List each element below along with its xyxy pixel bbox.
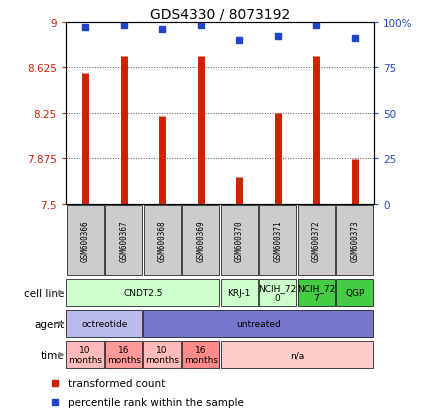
Text: GSM600367: GSM600367 — [119, 220, 128, 261]
Bar — [66, 310, 142, 337]
Bar — [182, 206, 219, 275]
Text: percentile rank within the sample: percentile rank within the sample — [68, 397, 244, 407]
Text: 16
months: 16 months — [184, 345, 218, 364]
Bar — [67, 206, 104, 275]
Text: GSM600370: GSM600370 — [235, 220, 244, 261]
Text: transformed count: transformed count — [68, 378, 165, 388]
Bar — [221, 279, 258, 306]
Text: KRJ-1: KRJ-1 — [227, 288, 251, 297]
Bar — [66, 279, 219, 306]
Bar — [298, 206, 335, 275]
Text: QGP: QGP — [345, 288, 364, 297]
Bar — [105, 206, 142, 275]
Bar — [66, 341, 104, 368]
Text: time: time — [41, 350, 64, 360]
Text: GSM600366: GSM600366 — [81, 220, 90, 261]
Bar — [259, 279, 296, 306]
Bar — [336, 279, 374, 306]
Bar — [144, 310, 374, 337]
Text: GSM600368: GSM600368 — [158, 220, 167, 261]
Bar — [144, 341, 181, 368]
Bar — [298, 279, 335, 306]
Bar — [259, 206, 296, 275]
Text: untreated: untreated — [236, 319, 281, 328]
Text: GSM600371: GSM600371 — [273, 220, 282, 261]
Bar — [221, 341, 374, 368]
Bar — [336, 206, 373, 275]
Text: NCIH_72
0: NCIH_72 0 — [258, 283, 297, 302]
Bar — [144, 206, 181, 275]
Text: octreotide: octreotide — [81, 319, 128, 328]
Bar — [182, 341, 219, 368]
Text: cell line: cell line — [24, 288, 64, 298]
Text: GSM600369: GSM600369 — [196, 220, 205, 261]
Text: 10
months: 10 months — [145, 345, 179, 364]
Text: agent: agent — [34, 319, 64, 329]
Text: n/a: n/a — [290, 350, 304, 359]
Text: 10
months: 10 months — [68, 345, 102, 364]
Text: 16
months: 16 months — [107, 345, 141, 364]
Bar — [221, 206, 258, 275]
Text: CNDT2.5: CNDT2.5 — [123, 288, 163, 297]
Text: NCIH_72
7: NCIH_72 7 — [297, 283, 335, 302]
Text: GSM600373: GSM600373 — [350, 220, 359, 261]
Title: GDS4330 / 8073192: GDS4330 / 8073192 — [150, 7, 290, 21]
Text: GSM600372: GSM600372 — [312, 220, 321, 261]
Bar — [105, 341, 142, 368]
